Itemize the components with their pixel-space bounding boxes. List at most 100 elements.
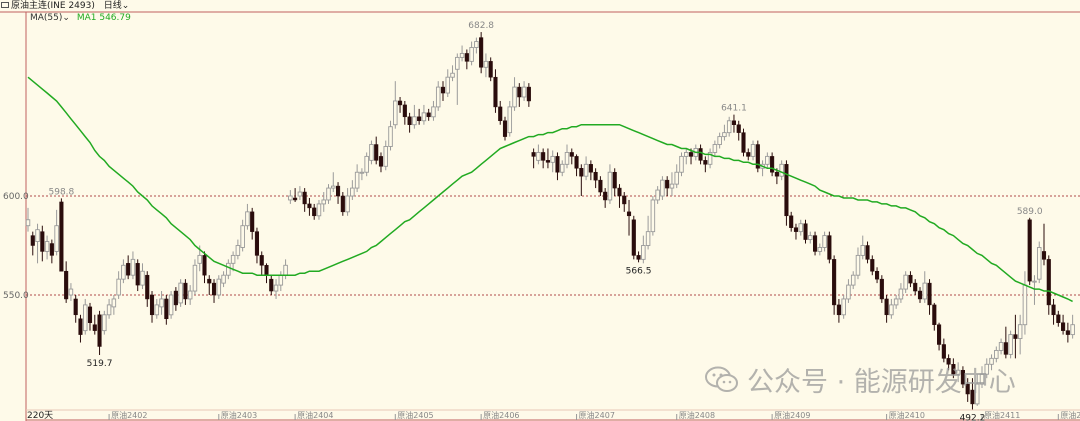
candle-up	[998, 342, 1004, 351]
candle-down	[946, 358, 951, 365]
candle-down	[40, 231, 45, 252]
candle-up	[288, 195, 293, 201]
candle-up	[722, 132, 727, 138]
candle-down	[30, 235, 35, 246]
indicator-label: MA(55)	[30, 13, 63, 23]
candle-up	[431, 106, 436, 118]
candle-up	[283, 264, 288, 276]
candle-up	[1017, 324, 1023, 340]
price-annotation: 492.2	[960, 413, 986, 421]
candle-up	[221, 274, 226, 284]
candle-up	[106, 304, 112, 316]
candle-down	[746, 152, 751, 157]
candle-down	[827, 235, 832, 260]
candle-up	[445, 76, 451, 94]
candle-up	[798, 223, 803, 233]
indicator-selector[interactable]: MA(55)⌄	[30, 13, 70, 23]
x-tick-label: 原油2405	[397, 410, 433, 420]
candle-down	[479, 37, 484, 68]
candle-down	[698, 148, 703, 161]
candle-up	[130, 258, 136, 276]
candle-up	[297, 191, 303, 197]
chart-header: 原油主连(INE 2493) 日线⌄	[0, 0, 1080, 12]
candle-down	[398, 100, 403, 106]
candle-up	[331, 185, 336, 189]
candle-down	[207, 278, 212, 284]
candle-up	[483, 60, 489, 68]
candle-down	[250, 211, 255, 232]
candle-up	[121, 264, 126, 280]
candle-up	[455, 56, 460, 70]
candle-up	[660, 179, 665, 197]
candle-down	[126, 263, 131, 276]
candle-down	[307, 203, 312, 209]
candle-down	[312, 207, 317, 217]
candle-down	[793, 227, 799, 232]
candle-down	[1061, 322, 1066, 331]
candle-up	[841, 298, 846, 316]
price-annotation: 598.8	[49, 187, 75, 197]
x-tick-label: 原油2412	[1060, 410, 1080, 420]
candle-up	[68, 288, 74, 296]
candle-down	[569, 152, 574, 157]
candle-up	[650, 199, 656, 233]
chevron-down-icon: ⌄	[62, 13, 70, 23]
candle-up	[674, 171, 679, 185]
candle-down	[951, 364, 956, 375]
candle-up	[817, 247, 823, 252]
candle-up	[583, 163, 589, 177]
candle-up	[712, 144, 718, 153]
candle-down	[488, 61, 493, 78]
candle-up	[679, 155, 684, 173]
candle-down	[531, 152, 536, 157]
candle-up	[326, 187, 331, 201]
candle-down	[665, 179, 670, 189]
candle-up	[354, 171, 360, 189]
candle-down	[336, 185, 341, 197]
candle-down	[598, 179, 603, 193]
candle-down	[960, 369, 965, 385]
watermark-text: 公众号 · 能源研发中心	[747, 367, 1016, 398]
candle-down	[617, 187, 622, 197]
candle-down	[545, 160, 550, 163]
candle-up	[989, 357, 994, 365]
candle-down	[1041, 251, 1047, 260]
candle-up	[655, 189, 660, 201]
candle-up	[116, 278, 121, 296]
candle-down	[145, 274, 150, 300]
candle-down	[1027, 219, 1032, 282]
candle-down	[688, 152, 694, 157]
candle-down	[836, 304, 841, 316]
candle-up	[159, 298, 164, 308]
candle-down	[970, 389, 975, 405]
candle-up	[860, 245, 866, 256]
candle-up	[808, 235, 813, 241]
price-annotation: 589.0	[1017, 207, 1043, 217]
candle-up	[459, 52, 465, 58]
watermark: 公众号 · 能源研发中心	[705, 360, 1016, 399]
candle-down	[631, 219, 636, 256]
candle-down	[784, 164, 789, 217]
candle-up	[421, 112, 427, 122]
candle-down	[932, 304, 937, 325]
ma-value-label: MA1 546.79	[77, 13, 131, 23]
candle-down	[593, 171, 598, 181]
window-icon[interactable]	[1, 2, 9, 8]
period-selector[interactable]: 日线⌄	[104, 1, 130, 11]
x-tick-label: 原油2411	[984, 410, 1020, 420]
candle-up	[1036, 247, 1042, 280]
candle-down	[755, 144, 760, 169]
candle-up	[512, 86, 517, 108]
candle-down	[875, 270, 880, 280]
candle-up	[903, 274, 908, 290]
candle-up	[536, 151, 541, 161]
candle-down	[612, 171, 617, 189]
candle-up	[984, 363, 990, 375]
candle-down	[1013, 334, 1018, 339]
candle-down	[183, 282, 188, 300]
candle-up	[1070, 324, 1075, 336]
candle-up	[216, 278, 222, 296]
candle-down	[417, 116, 422, 122]
candle-down	[173, 290, 178, 306]
